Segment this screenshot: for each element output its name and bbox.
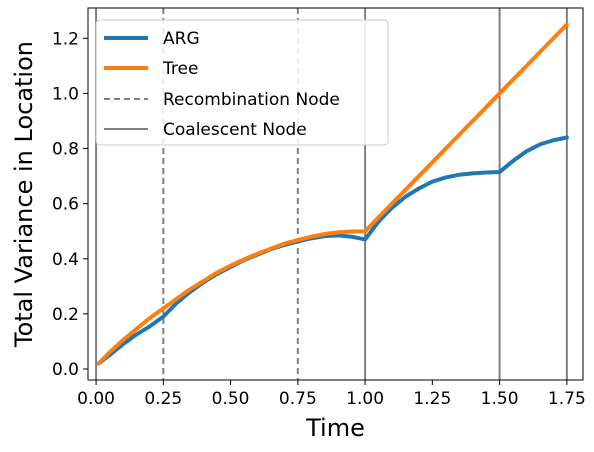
series-line-tree: [96, 22, 569, 366]
plot-frame: [87, 7, 584, 381]
y-tick-label: 0.6: [52, 195, 79, 215]
x-ticks: 0.00 0.25 0.50 0.75 1.00 1.25 1.50 1.75: [77, 380, 586, 409]
y-tick-label: 0.8: [52, 140, 79, 160]
x-tick-label: 1.50: [481, 389, 519, 409]
legend-label-tree: Tree: [162, 59, 198, 79]
legend-label-recombination: Recombination Node: [163, 90, 340, 110]
y-tick-label: 1.2: [52, 29, 79, 49]
legend-label-arg: ARG: [163, 29, 200, 49]
y-tick-label: 1.0: [52, 84, 79, 104]
x-tick-label: 1.00: [346, 389, 384, 409]
series-line-arg: [96, 135, 569, 366]
x-tick-label: 0.00: [77, 389, 115, 409]
x-tick-label: 0.25: [144, 389, 182, 409]
x-tick-label: 0.75: [279, 389, 317, 409]
y-tick-label: 0.2: [52, 305, 79, 325]
x-tick-label: 1.25: [413, 389, 451, 409]
legend-label-coalescent: Coalescent Node: [163, 120, 307, 140]
x-tick-label: 1.75: [548, 389, 586, 409]
y-tick-label: 0.4: [52, 250, 79, 270]
x-axis-label: Time: [305, 414, 365, 442]
x-tick-label: 0.50: [212, 389, 250, 409]
legend-box: [95, 19, 389, 146]
y-tick-label: 0.0: [52, 360, 79, 380]
legend: ARG Tree Recombination Node Coalescent N…: [95, 19, 389, 146]
series-layer: [96, 22, 569, 366]
y-ticks: 0.0 0.2 0.4 0.6 0.8 1.0 1.2: [52, 29, 88, 380]
y-axis-label: Total Variance in Location: [10, 41, 38, 348]
